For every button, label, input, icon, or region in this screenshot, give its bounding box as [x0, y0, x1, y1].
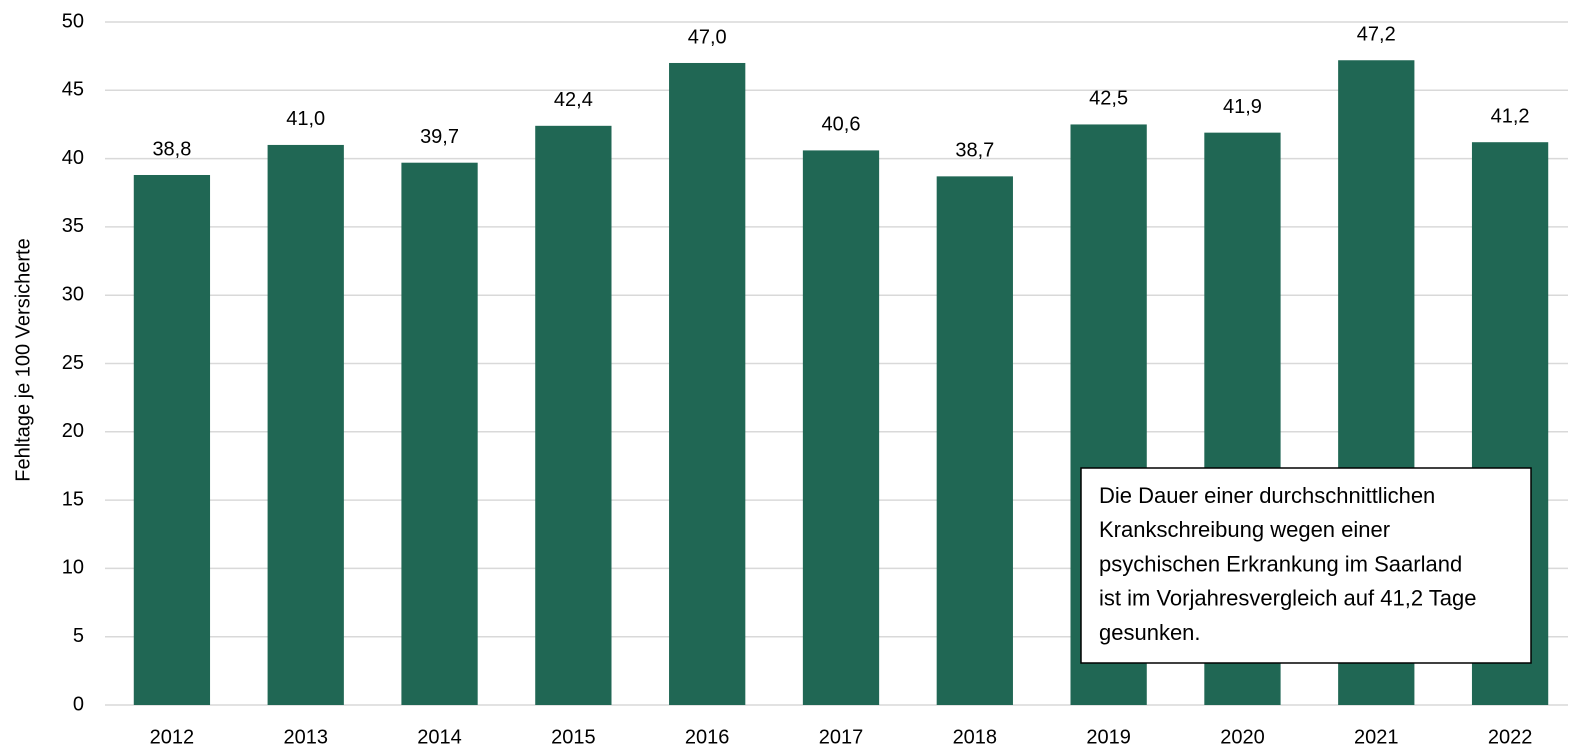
x-tick-label: 2018 [953, 726, 998, 748]
y-tick-label: 15 [62, 488, 84, 510]
y-tick-label: 5 [73, 625, 84, 647]
value-label: 39,7 [420, 126, 459, 148]
y-tick-label: 25 [62, 352, 84, 374]
value-label: 47,2 [1357, 24, 1396, 46]
x-tick-label: 2017 [819, 726, 864, 748]
bar [535, 125, 612, 706]
value-label: 42,5 [1089, 88, 1128, 110]
bar [802, 150, 880, 706]
y-tick-label: 10 [62, 557, 84, 579]
y-axis-label: Fehltage je 100 Versicherte [12, 238, 34, 482]
y-tick-label: 35 [62, 215, 84, 237]
annotation-text: Die Dauer einer durchschnittlichen [1099, 483, 1435, 508]
y-tick-label: 30 [62, 283, 84, 305]
value-label: 38,8 [152, 138, 191, 160]
y-tick-label: 45 [62, 79, 84, 101]
bar [401, 162, 478, 705]
x-tick-label: 2016 [685, 726, 730, 748]
x-tick-label: 2021 [1354, 726, 1399, 748]
value-label: 42,4 [554, 89, 593, 111]
y-tick-label: 50 [62, 10, 84, 32]
value-label: 41,0 [286, 108, 325, 130]
bar [669, 62, 746, 706]
y-tick-label: 0 [73, 693, 84, 715]
value-label: 38,7 [955, 140, 994, 162]
bar [267, 144, 344, 705]
value-label: 40,6 [822, 114, 861, 136]
annotation-text: psychischen Erkrankung im Saarland [1099, 551, 1462, 576]
y-tick-label: 40 [62, 147, 84, 169]
x-tick-label: 2020 [1220, 726, 1265, 748]
x-tick-label: 2015 [551, 726, 596, 748]
x-tick-label: 2019 [1086, 726, 1131, 748]
annotation-text: gesunken. [1099, 620, 1201, 645]
annotation-text: ist im Vorjahresvergleich auf 41,2 Tage [1099, 586, 1476, 611]
annotation-box [1080, 467, 1532, 664]
x-tick-label: 2013 [283, 726, 328, 748]
x-tick-label: 2012 [150, 726, 195, 748]
value-label: 41,2 [1491, 105, 1530, 127]
value-label: 47,0 [688, 26, 727, 48]
y-tick-label: 20 [62, 420, 84, 442]
x-tick-label: 2022 [1488, 726, 1533, 748]
x-tick-label: 2014 [417, 726, 462, 748]
annotation-text: Krankschreibung wegen einer [1099, 517, 1390, 542]
bar [133, 174, 211, 705]
bar [936, 176, 1013, 705]
value-label: 41,9 [1223, 96, 1262, 118]
